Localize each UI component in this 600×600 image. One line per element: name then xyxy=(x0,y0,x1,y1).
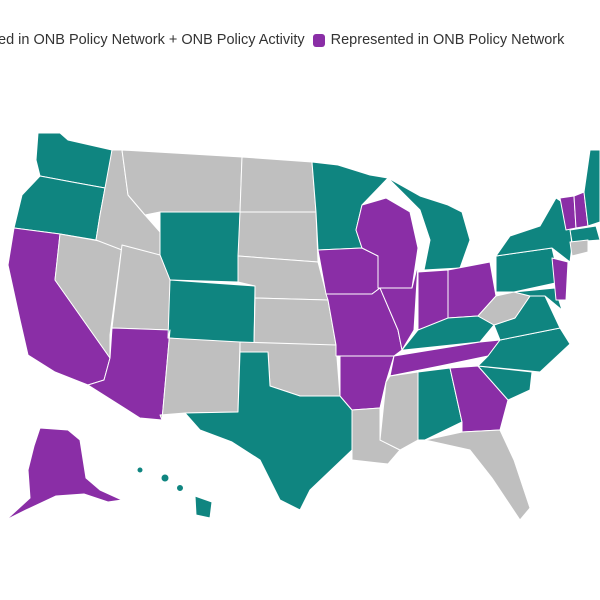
legend-swatch-network-only xyxy=(312,33,325,47)
state-texas[interactable] xyxy=(184,351,353,511)
state-alabama[interactable] xyxy=(417,367,463,441)
map-legend: ted in ONB Policy Network + ONB Policy A… xyxy=(0,32,564,48)
state-maine[interactable] xyxy=(583,149,600,227)
state-south-carolina[interactable] xyxy=(477,365,533,401)
state-wyoming[interactable] xyxy=(159,211,241,283)
legend-label-network-and-activity: ted in ONB Policy Network + ONB Policy A… xyxy=(0,32,305,48)
state-utah[interactable] xyxy=(111,244,171,331)
state-colorado[interactable] xyxy=(167,279,256,346)
state-missouri[interactable] xyxy=(325,287,403,357)
state-iowa[interactable] xyxy=(317,247,381,295)
state-south-dakota[interactable] xyxy=(237,211,319,263)
state-kansas[interactable] xyxy=(253,297,337,346)
state-michigan[interactable] xyxy=(387,177,471,271)
state-maryland[interactable] xyxy=(513,287,563,311)
state-alaska[interactable] xyxy=(5,427,123,521)
state-new-jersey[interactable] xyxy=(551,257,569,301)
state-montana[interactable] xyxy=(121,149,243,216)
state-illinois[interactable] xyxy=(377,263,419,351)
state-mississippi[interactable] xyxy=(379,371,419,451)
state-florida[interactable] xyxy=(424,429,531,521)
state-hawaii[interactable] xyxy=(136,466,213,519)
legend-label-network-only: Represented in ONB Policy Network xyxy=(330,32,565,48)
state-new-mexico[interactable] xyxy=(159,329,241,421)
state-massachusetts[interactable] xyxy=(569,225,600,243)
state-north-dakota[interactable] xyxy=(239,156,317,213)
state-connecticut[interactable] xyxy=(569,239,589,257)
